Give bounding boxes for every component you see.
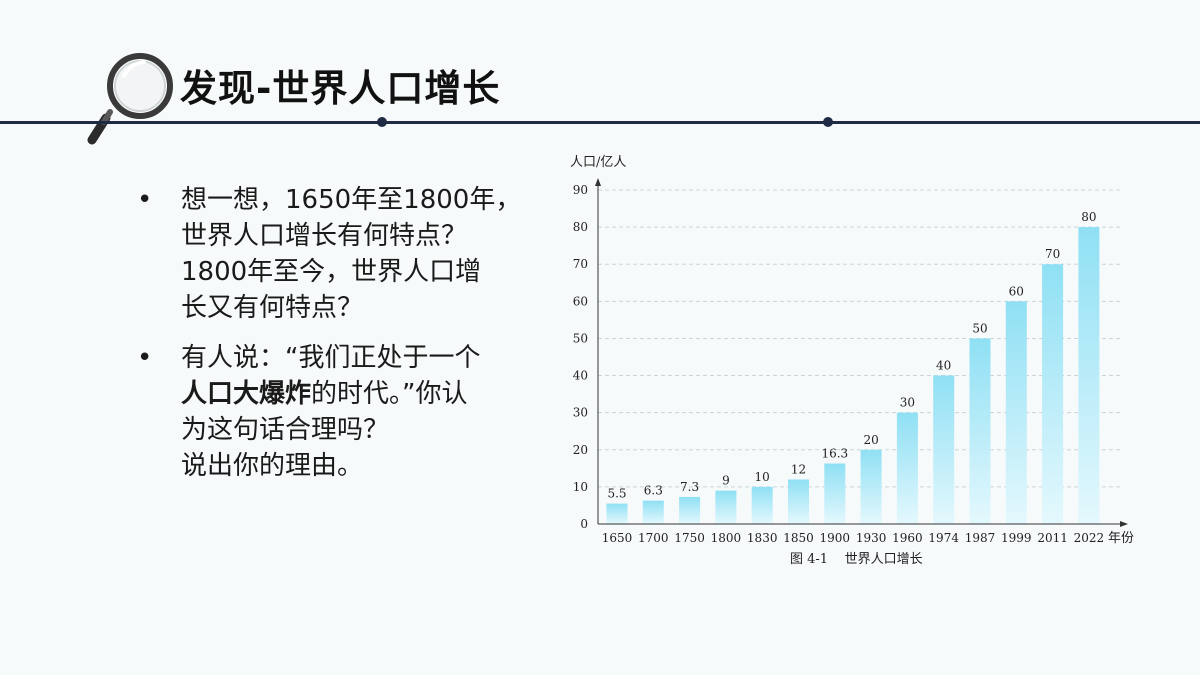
y-axis-title: 人口/亿人 — [570, 155, 626, 170]
bar-2022 — [1078, 227, 1100, 524]
bullet-marker: • — [137, 343, 153, 373]
y-tick-label: 60 — [573, 294, 588, 308]
x-tick-label-1987: 1987 — [965, 531, 996, 545]
divider-dot-right — [823, 117, 833, 127]
y-tick-label: 20 — [573, 443, 588, 457]
bar-2011 — [1042, 264, 1064, 524]
x-tick-label-1974: 1974 — [928, 531, 959, 545]
chart-caption: 图 4-1 世界人口增长 — [790, 552, 923, 567]
bullet-item-2: • 有人说：“我们正处于一个 人口大爆炸的时代。”你认 为这句话合理吗？ 说出你… — [135, 340, 545, 484]
y-tick-label: 40 — [573, 369, 588, 383]
bar-1974 — [933, 375, 955, 524]
y-tick-label: 90 — [573, 183, 588, 197]
bullet-text-2-end: 的时代。”你认 为这句话合理吗？ 说出你的理由。 — [181, 379, 468, 481]
x-tick-label-1960: 1960 — [892, 531, 923, 545]
chart-data-labels: 5.5 6.3 7.3 9 10 12 16.3 20 30 40 50 60 70 80 — [607, 210, 1096, 500]
x-tick-label-1750: 1750 — [674, 531, 705, 545]
bar-1700 — [642, 500, 664, 524]
magnifier-icon — [87, 53, 173, 145]
data-label-2011: 70 — [1045, 247, 1060, 261]
x-tick-label-1650: 1650 — [602, 531, 633, 545]
data-label-2022: 80 — [1081, 210, 1096, 224]
header-divider — [0, 121, 1200, 124]
bullet-list: • 想一想，1650年至1800年， 世界人口增长有何特点？ 1800年至今，世… — [135, 182, 545, 498]
bullet-text-2-emphasis: 人口大爆炸 — [181, 379, 312, 409]
population-bar-chart: 5.5 6.3 7.3 9 10 12 16.3 20 30 40 50 60 70 80 0 10 20 30… — [570, 155, 1134, 567]
x-tick-label-2022: 2022 — [1074, 531, 1105, 545]
bullet-item-1: • 想一想，1650年至1800年， 世界人口增长有何特点？ 1800年至今，世… — [135, 182, 545, 326]
data-label-1650: 5.5 — [607, 487, 626, 501]
x-tick-label-1800: 1800 — [711, 531, 742, 545]
y-axis-arrow — [595, 178, 601, 186]
data-label-1750: 7.3 — [680, 480, 699, 494]
divider-dot-left — [377, 117, 387, 127]
data-label-1930: 20 — [863, 433, 878, 447]
x-axis-arrow — [1120, 521, 1128, 527]
x-tick-label-1830: 1830 — [747, 531, 778, 545]
y-tick-label: 10 — [573, 480, 588, 494]
chart-bars — [606, 227, 1100, 524]
y-tick-label: 50 — [573, 331, 588, 345]
data-label-1999: 60 — [1009, 284, 1024, 298]
data-label-1987: 50 — [972, 321, 987, 335]
x-tick-label-2011: 2011 — [1037, 531, 1068, 545]
bar-1650 — [606, 503, 628, 524]
x-tick-label-1700: 1700 — [638, 531, 669, 545]
y-tick-label: 30 — [573, 406, 588, 420]
bar-1930 — [860, 449, 882, 524]
bar-1830 — [751, 486, 773, 524]
x-tick-label-1999: 1999 — [1001, 531, 1032, 545]
x-axis-title: 年份 — [1108, 531, 1134, 546]
bar-1999 — [1005, 301, 1027, 524]
data-label-1800: 9 — [722, 474, 730, 488]
data-label-1974: 40 — [936, 359, 951, 373]
bullet-text-2-start: 有人说：“我们正处于一个 — [181, 343, 481, 373]
data-label-1900: 16.3 — [821, 447, 848, 461]
data-label-1830: 10 — [755, 470, 770, 484]
bar-1987 — [969, 338, 991, 524]
y-tick-label: 80 — [573, 220, 588, 234]
page-title: 发现-世界人口增长 — [180, 67, 501, 110]
data-label-1850: 12 — [791, 462, 806, 476]
x-tick-label-1900: 1900 — [820, 531, 851, 545]
bar-1850 — [788, 479, 809, 524]
bar-1750 — [679, 496, 701, 524]
y-tick-label: 0 — [580, 517, 588, 531]
x-tick-label-1930: 1930 — [856, 531, 887, 545]
bullet-marker: • — [137, 185, 153, 215]
data-label-1960: 30 — [900, 396, 915, 410]
bar-1900 — [824, 463, 846, 524]
bullet-text-1: 想一想，1650年至1800年， 世界人口增长有何特点？ 1800年至今，世界人… — [181, 185, 522, 323]
chart-gridlines — [598, 189, 1120, 488]
data-label-1700: 6.3 — [644, 484, 663, 498]
chart-axes: 0 10 20 30 40 50 60 70 80 90 1650 1700 1750 1800 1830 1… — [573, 178, 1128, 545]
x-tick-label-1850: 1850 — [783, 531, 814, 545]
y-tick-label: 70 — [573, 257, 588, 271]
bar-1960 — [896, 412, 918, 524]
bar-1800 — [715, 490, 737, 524]
bullet-text-2: 有人说：“我们正处于一个 人口大爆炸的时代。”你认 为这句话合理吗？ 说出你的理… — [181, 340, 545, 484]
